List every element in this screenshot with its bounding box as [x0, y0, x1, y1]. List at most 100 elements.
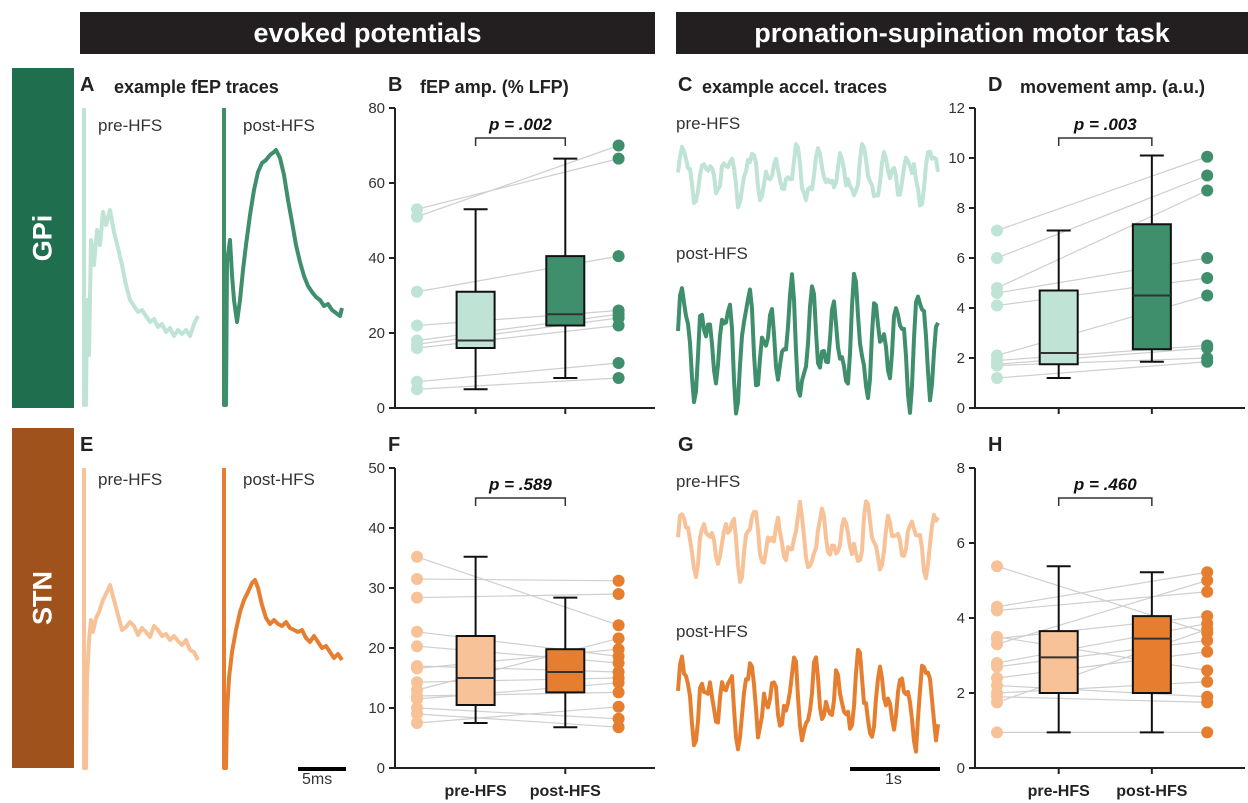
data-point-post-f: [612, 721, 625, 734]
panel-letter-h: H: [988, 434, 1003, 456]
data-point-post-d: [1201, 272, 1214, 284]
data-point-pre-d: [991, 224, 1003, 237]
data-point-post-h: [1201, 664, 1214, 677]
data-point-pre-h: [991, 726, 1003, 739]
paired-line-h: [996, 684, 1208, 698]
significance-bracket-b: [474, 137, 567, 146]
trace-a-post: [222, 108, 344, 407]
data-point-post-h: [1201, 566, 1214, 579]
paired-line-f: [416, 707, 619, 720]
trace-e-pre: [82, 468, 200, 770]
y-tick-label-f: 30: [368, 580, 385, 597]
paired-line-b: [416, 362, 619, 383]
panel-letter-g: G: [678, 434, 694, 456]
data-point-pre-d: [991, 299, 1003, 312]
paired-line-d: [996, 257, 1208, 294]
trace-g-pre: [676, 499, 940, 584]
trace-g-post: [676, 647, 940, 754]
box-h-pre: [1038, 630, 1079, 694]
y-tick-label-f: 10: [368, 700, 385, 717]
data-point-post-f: [612, 643, 625, 656]
y-tick-label-b: 0: [377, 400, 385, 417]
paired-line-d: [996, 294, 1208, 357]
data-point-pre-h: [991, 638, 1003, 651]
paired-line-f: [416, 648, 619, 669]
paired-line-f: [416, 637, 619, 691]
y-tick-label-d: 2: [957, 350, 965, 367]
paired-line-h: [996, 623, 1208, 664]
boxplot-h: 0 2 4 6 8 pre-HFS post-HFS p = .460: [957, 460, 1245, 800]
y-tick-label-f: 40: [368, 520, 385, 537]
paired-line-h: [996, 591, 1208, 612]
paired-line-b: [416, 158, 619, 210]
y-tick-label-h: 6: [957, 535, 965, 552]
paired-line-f: [416, 665, 619, 673]
y-tick-label-d: 6: [957, 250, 965, 267]
box-b-pre: [455, 290, 496, 349]
y-tick-label-b: 80: [368, 100, 385, 117]
y-tick-label-f: 50: [368, 460, 385, 477]
row-label-stn: STN: [12, 428, 74, 768]
data-point-post-f: [612, 588, 625, 600]
panel-title-a: example fEP traces: [114, 77, 279, 97]
paired-line-h: [996, 639, 1208, 668]
data-point-pre-b: [411, 285, 423, 298]
paired-line-f: [416, 691, 619, 697]
data-point-pre-b: [411, 342, 423, 354]
banner-motor-task: pronation-supination motor task: [676, 12, 1248, 54]
y-tick-label-b: 60: [368, 175, 385, 192]
data-point-pre-h: [991, 560, 1003, 573]
panel-letter-a: A: [80, 74, 95, 96]
data-point-post-f: [612, 676, 625, 689]
scalebar-label-5ms: 5ms: [302, 771, 333, 788]
panel-e-traces: [82, 468, 344, 770]
data-point-post-f: [612, 657, 625, 669]
y-tick-label-f: 20: [368, 640, 385, 657]
paired-line-f: [416, 677, 619, 683]
box-d-post: [1131, 223, 1172, 351]
trace-label-g-post: post-HFS: [676, 622, 748, 641]
box-f-pre: [455, 635, 496, 706]
paired-line-d: [996, 357, 1208, 367]
trace-label-g-pre: pre-HFS: [676, 472, 741, 491]
paired-line-h: [996, 565, 1208, 634]
boxplot-d: 0 2 4 6 8 10 12 p = .003: [948, 100, 1245, 417]
y-tick-label-h: 8: [957, 460, 965, 477]
trace-label-c-pre: pre-HFS: [676, 114, 741, 133]
data-point-post-h: [1201, 585, 1214, 598]
data-point-post-h: [1201, 634, 1214, 647]
paired-line-d: [996, 347, 1208, 365]
data-point-post-d: [1201, 169, 1214, 182]
data-point-post-h: [1201, 675, 1214, 688]
p-value-b: p = .002: [488, 115, 552, 134]
data-point-pre-d: [991, 287, 1003, 299]
significance-bracket-h: [1057, 497, 1153, 506]
trace-label-c-post: post-HFS: [676, 244, 748, 263]
paired-line-b: [416, 255, 619, 293]
data-point-pre-f: [411, 693, 423, 705]
panel-title-b: fEP amp. (% LFP): [420, 77, 569, 97]
significance-bracket-f: [474, 497, 567, 506]
boxplot-b: 0 20 40 60 80 p = .002: [368, 100, 655, 417]
data-point-pre-f: [411, 640, 423, 653]
data-point-pre-h: [991, 660, 1003, 673]
data-point-post-d: [1201, 252, 1214, 264]
y-tick-label-b: 40: [368, 250, 385, 267]
trace-label-e-post: post-HFS: [243, 470, 315, 489]
paired-line-b: [416, 377, 619, 390]
data-point-pre-f: [411, 550, 423, 563]
trace-label-a-post: post-HFS: [243, 116, 315, 135]
trace-label-a-pre: pre-HFS: [98, 116, 163, 135]
paired-line-d: [996, 189, 1208, 289]
paired-line-h: [996, 628, 1208, 703]
data-point-pre-f: [411, 625, 423, 638]
data-point-post-b: [612, 139, 625, 152]
y-tick-label-d: 10: [948, 150, 965, 167]
data-point-pre-h: [991, 604, 1003, 617]
scalebar-label-1s: 1s: [885, 771, 902, 788]
data-point-post-f: [612, 619, 625, 632]
paired-line-d: [996, 361, 1208, 379]
paired-line-f: [416, 645, 619, 664]
y-tick-label-f: 0: [377, 760, 385, 777]
p-value-h: p = .460: [1073, 475, 1137, 494]
